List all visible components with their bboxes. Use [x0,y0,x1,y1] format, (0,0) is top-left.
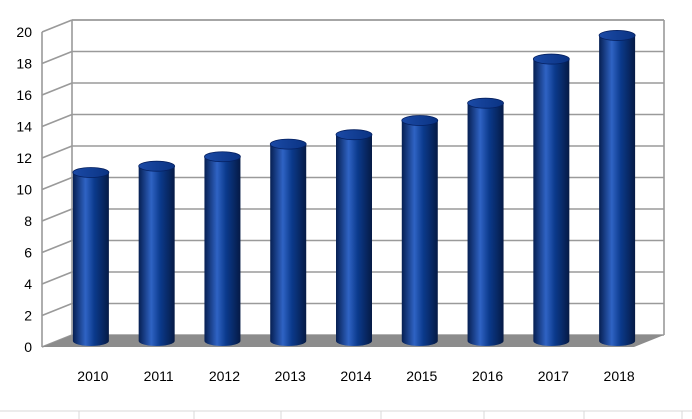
x-tick-label: 2010 [77,368,108,384]
y-tick-label: 6 [24,245,32,261]
gridline-side [41,302,73,317]
x-axis-ticks: 2010 2011 2012 2013 2014 2015 2016 2017 2018 [77,368,635,384]
bar-body [72,172,109,347]
x-tick-label: 2011 [144,368,174,384]
bar-top [467,97,504,109]
gridline-side [41,145,73,159]
bar-top [401,115,439,126]
bar [467,97,504,347]
gridline-side [41,176,73,191]
x-tick-label: 2017 [538,368,569,384]
y-tick-label: 14 [16,119,32,135]
bottom-divider [0,410,692,419]
bar-body [401,120,438,347]
bar [401,115,439,347]
gridline-side [41,239,73,254]
bar-top [532,53,570,65]
bars [72,30,636,347]
gridline-side [41,50,73,65]
y-tick-label: 0 [24,339,32,355]
bar [532,53,570,347]
x-tick-label: 2016 [472,368,503,384]
y-tick-label: 20 [16,24,32,40]
bar-body [138,166,175,347]
bar [72,167,110,347]
gridline-side [41,82,73,96]
x-tick-label: 2013 [275,368,306,384]
bar-body [336,134,372,346]
bar-top [138,160,176,172]
x-tick-label: 2015 [406,368,437,384]
bar [138,160,176,347]
gridline-side [41,208,73,222]
bar-top [598,30,636,41]
bar-top [204,151,241,163]
x-tick-label: 2014 [340,368,371,384]
bar-body [599,35,636,347]
bar [335,129,373,346]
x-tick-label: 2012 [209,368,240,384]
y-tick-label: 16 [16,87,32,103]
bar-top [72,167,110,178]
y-tick-label: 4 [24,276,32,292]
y-tick-label: 2 [24,308,32,324]
bar [269,138,307,347]
bar-top [269,138,307,150]
y-tick-label: 8 [24,213,32,229]
gridline-side [41,113,73,128]
bar [204,151,241,347]
y-tick-label: 10 [16,182,32,198]
bar [598,30,636,347]
bar-body [533,59,570,347]
y-tick-label: 12 [16,150,32,166]
bar-body [204,156,241,347]
y-tick-label: 18 [16,56,32,72]
x-tick-label: 2018 [604,368,635,384]
bar-top [335,129,373,141]
bar-body [467,103,504,347]
bar-body [270,144,307,347]
y-axis-ticks: 0 2 4 6 8 10 12 14 16 18 20 [16,24,32,355]
gridline-side [41,271,73,285]
gridline-side [41,19,73,33]
